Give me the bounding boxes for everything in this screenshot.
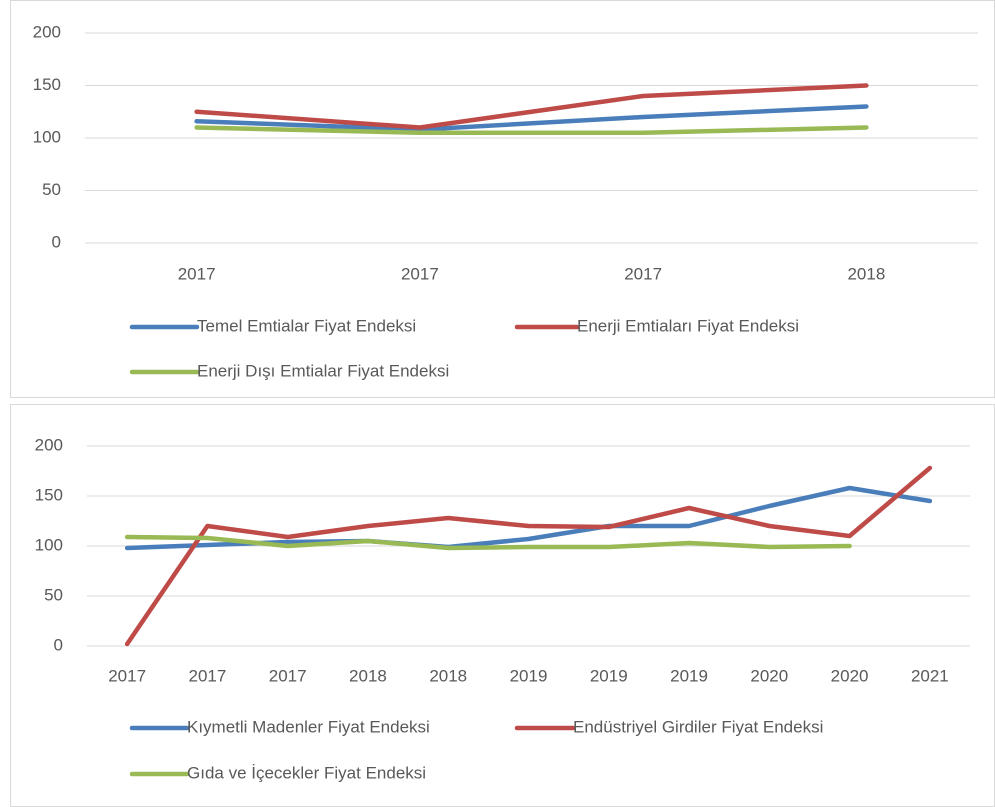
x-tick-label: 2018 xyxy=(429,666,467,685)
x-tick-label: 2017 xyxy=(624,264,662,283)
series-line xyxy=(194,104,869,132)
y-tick-label: 100 xyxy=(35,535,63,554)
y-tick-label: 200 xyxy=(35,435,63,454)
legend-label: Enerji Emtiaları Fiyat Endeksi xyxy=(577,316,799,335)
x-tick-label: 2017 xyxy=(269,666,307,685)
x-tick-label: 2019 xyxy=(590,666,628,685)
legend-label: Endüstriyel Girdiler Fiyat Endeksi xyxy=(573,717,823,736)
legend-label: Temel Emtialar Fiyat Endeksi xyxy=(197,316,416,335)
series-line xyxy=(194,125,869,135)
y-tick-label: 0 xyxy=(52,232,61,251)
y-tick-label: 100 xyxy=(33,127,61,146)
x-tick-label: 2019 xyxy=(670,666,708,685)
y-tick-label: 150 xyxy=(35,485,63,504)
legend-label: Gıda ve İçecekler Fiyat Endeksi xyxy=(187,763,426,782)
y-tick-label: 0 xyxy=(54,635,63,654)
x-tick-label: 2017 xyxy=(401,264,439,283)
x-tick-label: 2020 xyxy=(750,666,788,685)
x-tick-label: 2017 xyxy=(108,666,146,685)
x-tick-label: 2019 xyxy=(510,666,548,685)
series-line xyxy=(194,83,869,130)
y-tick-label: 50 xyxy=(44,585,63,604)
series-line xyxy=(124,465,933,647)
legend-label: Kıymetli Madenler Fiyat Endeksi xyxy=(187,717,430,736)
y-tick-label: 150 xyxy=(33,75,61,94)
y-tick-label: 200 xyxy=(33,22,61,41)
x-tick-label: 2018 xyxy=(847,264,885,283)
chart-frame xyxy=(10,404,995,807)
x-tick-label: 2017 xyxy=(188,666,226,685)
x-tick-label: 2020 xyxy=(831,666,869,685)
legend-label: Enerji Dışı Emtialar Fiyat Endeksi xyxy=(197,361,449,380)
series-line xyxy=(124,534,852,551)
x-tick-label: 2017 xyxy=(178,264,216,283)
y-tick-label: 50 xyxy=(42,180,61,199)
x-tick-label: 2018 xyxy=(349,666,387,685)
x-tick-label: 2021 xyxy=(911,666,949,685)
chart-frame xyxy=(10,0,995,398)
series-line xyxy=(124,485,933,551)
